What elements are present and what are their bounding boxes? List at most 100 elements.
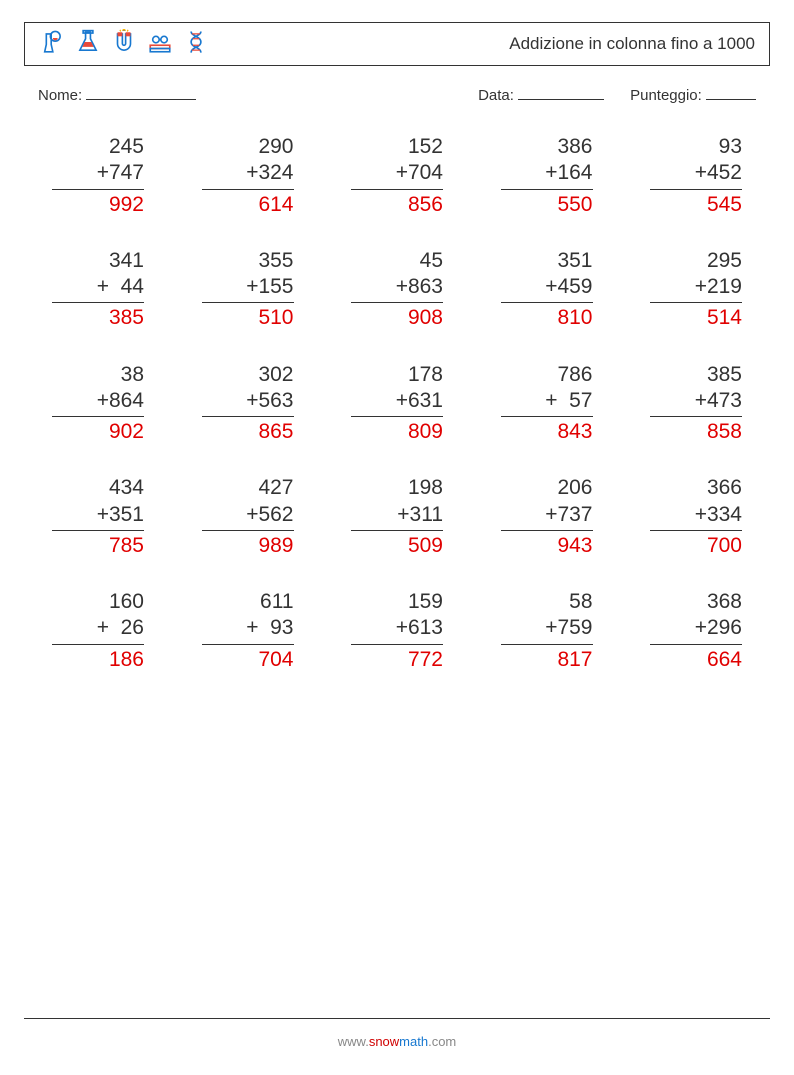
addend-bottom: +613 [351,615,443,644]
magnet-icon [111,29,137,60]
problem: 355+155510 [202,248,294,332]
addend-bottom: +351 [52,502,144,531]
answer: 902 [52,417,144,445]
problem: 58+759817 [501,589,593,673]
addend-top: 38 [52,362,144,388]
addend-bottom: +563 [202,388,294,417]
answer: 509 [351,531,443,559]
answer: 514 [650,303,742,331]
addend-bottom: +334 [650,502,742,531]
date-label: Data: [478,87,514,104]
footer-blue: math [399,1034,428,1049]
score-label: Punteggio: [630,87,702,104]
problem: 295+219514 [650,248,742,332]
addend-top: 434 [52,475,144,501]
problem: 45+863908 [351,248,443,332]
flask-icon [39,29,65,60]
addend-bottom: +459 [501,274,593,303]
problem: 366+334700 [650,475,742,559]
addend-bottom: + 93 [202,615,294,644]
answer: 856 [351,190,443,218]
answer: 772 [351,645,443,673]
problem: 302+563865 [202,362,294,446]
addend-top: 611 [202,589,294,615]
score-underline [706,84,756,100]
addend-bottom: +704 [351,160,443,189]
addend-bottom: +864 [52,388,144,417]
addend-top: 295 [650,248,742,274]
answer: 908 [351,303,443,331]
problem: 351+459810 [501,248,593,332]
addend-bottom: +631 [351,388,443,417]
addend-top: 152 [351,134,443,160]
problem: 38+864902 [52,362,144,446]
problem-row: 434+351785 427+562989 198+311509 206+737943… [52,475,742,559]
addend-bottom: +473 [650,388,742,417]
problem-row: 341+ 44385 355+155510 45+863908 351+459810 2… [52,248,742,332]
addend-top: 341 [52,248,144,274]
books-icon [147,29,173,60]
answer: 614 [202,190,294,218]
answer: 664 [650,645,742,673]
footer-red: snow [369,1034,399,1049]
meta-row: Nome: Data: Punteggio: [38,84,756,104]
answer: 943 [501,531,593,559]
problem: 611+ 93704 [202,589,294,673]
addend-top: 45 [351,248,443,274]
answer: 704 [202,645,294,673]
addend-top: 160 [52,589,144,615]
addend-bottom: +452 [650,160,742,189]
addend-bottom: +737 [501,502,593,531]
answer: 817 [501,645,593,673]
answer: 858 [650,417,742,445]
problem-row: 38+864902302+563865178+631809786+ 578433… [52,362,742,446]
answer: 545 [650,190,742,218]
problem-row: 245+747992 290+324614 152+704856 386+164550… [52,134,742,218]
addend-top: 245 [52,134,144,160]
header-icons [39,29,209,60]
problem: 178+631809 [351,362,443,446]
problem: 434+351785 [52,475,144,559]
answer: 385 [52,303,144,331]
problem: 386+164550 [501,134,593,218]
addend-top: 366 [650,475,742,501]
addend-bottom: +863 [351,274,443,303]
addend-bottom: +562 [202,502,294,531]
addend-top: 290 [202,134,294,160]
addend-bottom: +296 [650,615,742,644]
footer-suffix: .com [428,1034,456,1049]
addend-top: 386 [501,134,593,160]
problem: 159+613772 [351,589,443,673]
addend-top: 93 [650,134,742,160]
answer: 865 [202,417,294,445]
addend-bottom: +324 [202,160,294,189]
name-underline [86,84,196,100]
addend-bottom: +747 [52,160,144,189]
addend-top: 368 [650,589,742,615]
date-field: Data: [478,84,604,104]
answer: 809 [351,417,443,445]
addend-top: 302 [202,362,294,388]
addend-bottom: +311 [351,502,443,531]
addend-bottom: + 26 [52,615,144,644]
problem: 290+324614 [202,134,294,218]
name-field: Nome: [38,84,196,104]
addend-bottom: + 57 [501,388,593,417]
score-field: Punteggio: [630,84,756,104]
problem: 245+747992 [52,134,144,218]
addend-bottom: +164 [501,160,593,189]
addend-top: 206 [501,475,593,501]
header-box: Addizione in colonna fino a 1000 [24,22,770,66]
addend-bottom: +155 [202,274,294,303]
problem: 152+704856 [351,134,443,218]
addend-bottom: + 44 [52,274,144,303]
problem: 385+473858 [650,362,742,446]
problem: 427+562989 [202,475,294,559]
addend-top: 58 [501,589,593,615]
problems-grid: 245+747992 290+324614 152+704856 386+164550… [52,134,742,673]
dna-icon [183,29,209,60]
addend-top: 198 [351,475,443,501]
addend-top: 159 [351,589,443,615]
date-underline [518,84,604,100]
worksheet-title: Addizione in colonna fino a 1000 [509,34,755,54]
